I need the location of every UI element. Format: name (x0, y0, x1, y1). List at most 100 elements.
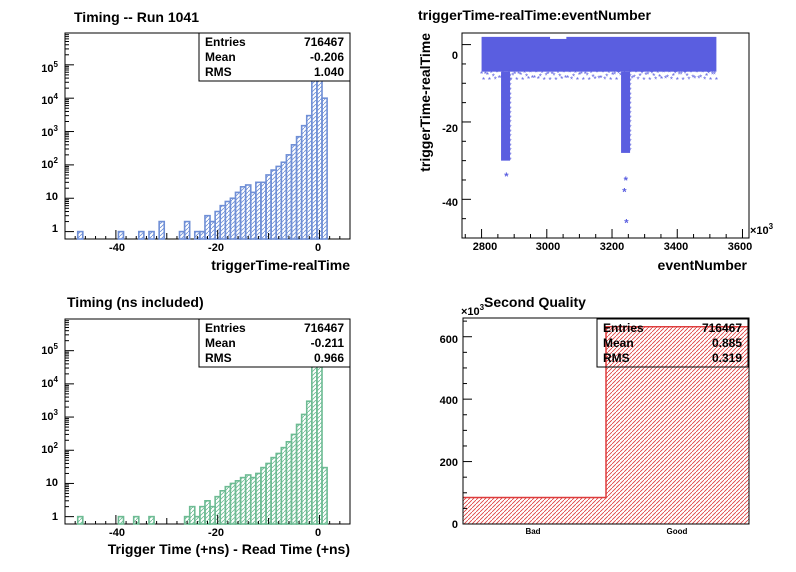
scatter-point: * (547, 70, 550, 79)
scatter-point: * (509, 76, 512, 85)
scatter-point: * (582, 76, 585, 85)
scatter-point: * (554, 76, 557, 85)
scatter-point: * (545, 71, 548, 80)
scatter-point: * (494, 75, 497, 84)
scatter-point: * (525, 73, 528, 82)
scatter-point: * (502, 77, 505, 86)
scatter-point: * (629, 68, 632, 77)
scatter-point: * (508, 151, 511, 160)
scatter-point: * (713, 71, 716, 80)
panel3-ytick: 1 (52, 511, 58, 523)
category-bar (606, 326, 749, 524)
scatter-point: * (637, 75, 640, 84)
histogram-bar (76, 515, 84, 525)
stat-label: Entries (205, 35, 246, 49)
scatter-point: * (584, 70, 587, 79)
scatter-point: * (629, 142, 632, 151)
scatter-point: * (656, 69, 659, 78)
scatter-point: * (533, 74, 536, 83)
panel1-xtick: -40 (109, 242, 125, 254)
panel4-xtick: Good (667, 527, 688, 536)
scatter-point: * (695, 68, 698, 77)
panel2-frame (461, 32, 750, 239)
scatter-point: * (629, 82, 632, 91)
scatter-point: * (552, 71, 555, 80)
stat-label: RMS (205, 351, 232, 365)
scatter-point: * (685, 72, 688, 81)
scatter-point: * (644, 71, 647, 80)
panel3-xtick: 0 (315, 527, 321, 539)
scatter-point: * (613, 70, 616, 79)
scatter-point: * (699, 73, 702, 82)
scatter-point: * (629, 77, 632, 86)
panel4-stats-box: Entries 716467 Mean 0.885 RMS 0.319 (596, 318, 749, 368)
scatter-point: * (523, 69, 526, 78)
scatter-point: * (687, 76, 690, 85)
scatter-point: * (550, 70, 553, 79)
scatter-point: * (642, 76, 645, 85)
scatter-point: * (484, 70, 487, 79)
scatter-point: * (508, 72, 511, 81)
panel-timing-ns: Timing (ns included) -40 -20 0 1 10 102 … (41, 294, 351, 557)
panel-second-quality: Second Quality ×103 0 200 400 600 Bad Go… (440, 294, 750, 536)
panel2-ylabel: triggerTime-realTime (417, 33, 433, 172)
scatter-point: * (560, 75, 563, 84)
panel3-ytick: 10 (46, 477, 58, 489)
stat-label: RMS (603, 351, 630, 365)
scatter-point: * (566, 74, 569, 83)
scatter-point: * (650, 70, 653, 79)
scatter-point: * (508, 119, 511, 128)
scatter-point: * (558, 73, 561, 82)
scatter-point: * (541, 69, 544, 78)
scatter-point: * (508, 82, 511, 91)
scatter-point: * (535, 69, 538, 78)
scatter-point: * (502, 95, 505, 104)
panel3-ytick: 103 (41, 408, 58, 423)
scatter-point: * (488, 76, 491, 85)
scatter-point: * (502, 118, 505, 127)
panel-timing-run: Timing -- Run 1041 -40 -20 0 1 10 102 10… (41, 9, 351, 273)
panel1-ytick: 10 (46, 191, 58, 203)
panel3-xlabel: Trigger Time (+ns) - Read Time (+ns) (108, 541, 350, 557)
scatter-point: * (629, 119, 632, 128)
scatter-point: * (624, 175, 629, 187)
scatter-point: * (508, 96, 511, 105)
scatter-point: * (586, 71, 589, 80)
band-notch (550, 34, 567, 39)
scatter-point: * (676, 76, 679, 85)
scatter-point: * (490, 69, 493, 78)
scatter-point: * (498, 74, 501, 83)
panel2-xtick: 2800 (473, 241, 497, 253)
scatter-point: * (629, 68, 632, 77)
panel2-x-exponent: ×103 (750, 222, 774, 237)
panel3-ytick: 105 (41, 342, 58, 357)
scatter-point: * (629, 91, 632, 100)
stat-label: Mean (205, 336, 236, 350)
scatter-point: * (508, 133, 511, 142)
scatter-point: * (590, 69, 593, 78)
scatter-point: * (662, 68, 665, 77)
scatter-point: * (502, 112, 505, 121)
panel3-ytick: 102 (41, 441, 58, 456)
scatter-spike (501, 71, 511, 161)
scatter-point: * (631, 74, 634, 83)
scatter-point: * (709, 76, 712, 85)
scatter-point: * (594, 75, 597, 84)
stat-label: RMS (205, 65, 232, 79)
scatter-point: * (519, 71, 522, 80)
scatter-point: * (508, 68, 511, 77)
scatter-point: * (599, 74, 602, 83)
stat-value: 0.319 (712, 351, 742, 365)
scatter-point: * (570, 75, 573, 84)
panel2-points: ********** ******************************… (480, 34, 718, 230)
panel1-title: Timing -- Run 1041 (74, 9, 199, 25)
scatter-point: * (556, 69, 559, 78)
scatter-point: * (508, 142, 511, 151)
panel2-xlabel: eventNumber (658, 257, 748, 273)
panel2-xtick: 3200 (600, 241, 624, 253)
histogram-bar (188, 505, 196, 525)
panel4-ytick: 200 (440, 457, 458, 469)
scatter-point: * (646, 70, 649, 79)
scatter-point: * (508, 109, 511, 118)
panel1-stats-box: Entries 716467 Mean -0.206 RMS 1.040 (198, 32, 351, 82)
